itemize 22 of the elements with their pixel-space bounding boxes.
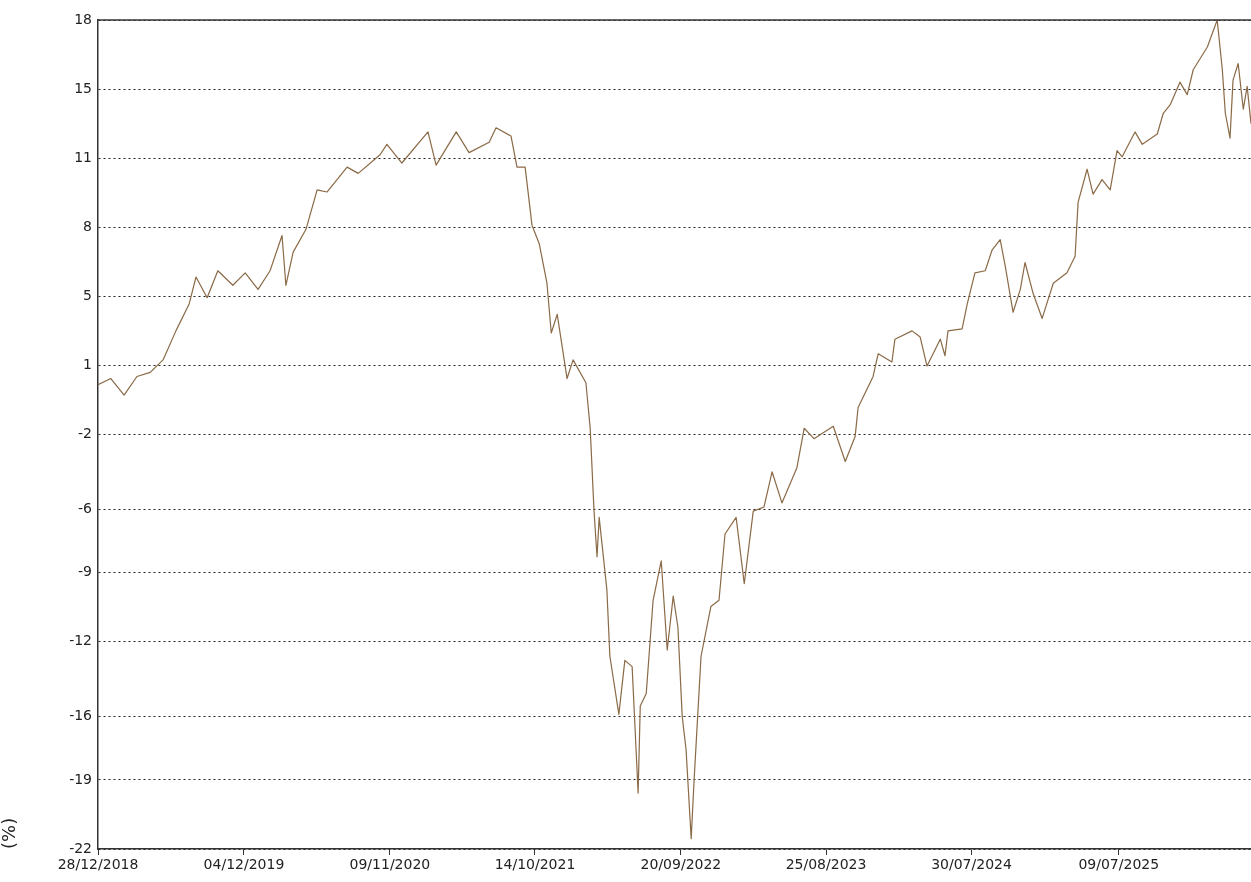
y-tick-label: 5 (83, 286, 92, 303)
y-tick-label: 8 (83, 217, 92, 234)
x-tick-label: 09/11/2020 (349, 856, 431, 873)
x-tick-label: 28/12/2018 (57, 856, 139, 873)
y-tick-label: 18 (74, 10, 92, 27)
y-axis-title: (%) (0, 817, 20, 849)
x-tick-label: 30/07/2024 (931, 856, 1012, 873)
x-tick-label: 04/12/2019 (203, 856, 285, 873)
y-tick-label: -12 (69, 632, 92, 649)
y-tick-label: -19 (69, 770, 92, 787)
x-tick-label: 25/08/2023 (785, 856, 867, 873)
y-tick-label: -16 (69, 707, 93, 723)
y-tick-label: 15 (74, 79, 92, 96)
y-tick-label: -22 (69, 839, 92, 856)
y-tick-label: 11 (74, 148, 92, 165)
y-tick-label: -2 (78, 425, 92, 442)
y-tick-label: -6 (78, 499, 93, 516)
y-tick-label: 1 (83, 356, 92, 373)
x-tick-label: 14/10/2021 (494, 856, 576, 873)
y-tick-label: -9 (78, 563, 92, 580)
x-tick-label: 20/09/2022 (640, 856, 722, 873)
x-tick-label: 09/07/2025 (1078, 856, 1160, 873)
